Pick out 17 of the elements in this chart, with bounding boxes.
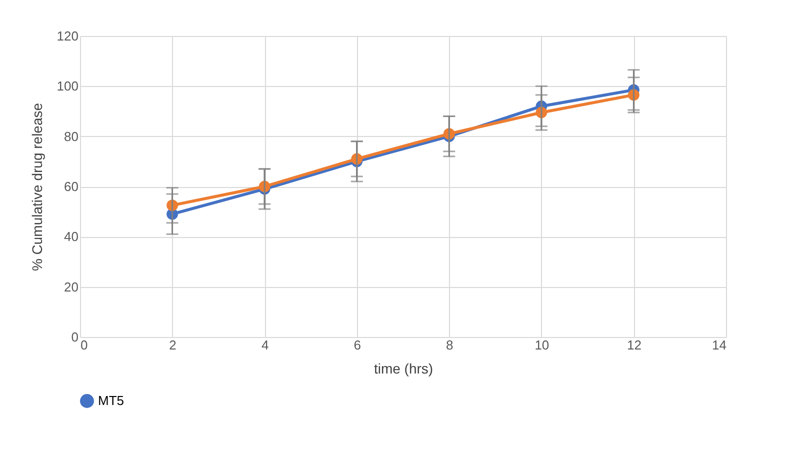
y-tick-label: 120	[56, 28, 78, 44]
x-tick-label: 10	[534, 338, 550, 352]
x-tick-label: 14	[712, 338, 726, 352]
x-tick-label: 8	[446, 338, 454, 352]
y-tick-label: 80	[64, 128, 78, 144]
x-tick-label: 4	[261, 338, 269, 352]
y-tick-label: 40	[64, 229, 78, 244]
x-tick-label: 0	[80, 338, 88, 352]
y-tick-label: 100	[56, 78, 78, 94]
legend-label: MT5	[98, 393, 124, 408]
x-tick-label: 2	[169, 338, 176, 352]
x-tick-label: 12	[626, 338, 642, 352]
y-tick-label: 20	[64, 279, 78, 294]
x-axis-title: time (hrs)	[374, 360, 434, 376]
x-tick-label: 6	[354, 338, 361, 352]
y-tick-label: 60	[64, 179, 78, 194]
y-axis-title: % Cumulative drug release	[28, 102, 45, 272]
